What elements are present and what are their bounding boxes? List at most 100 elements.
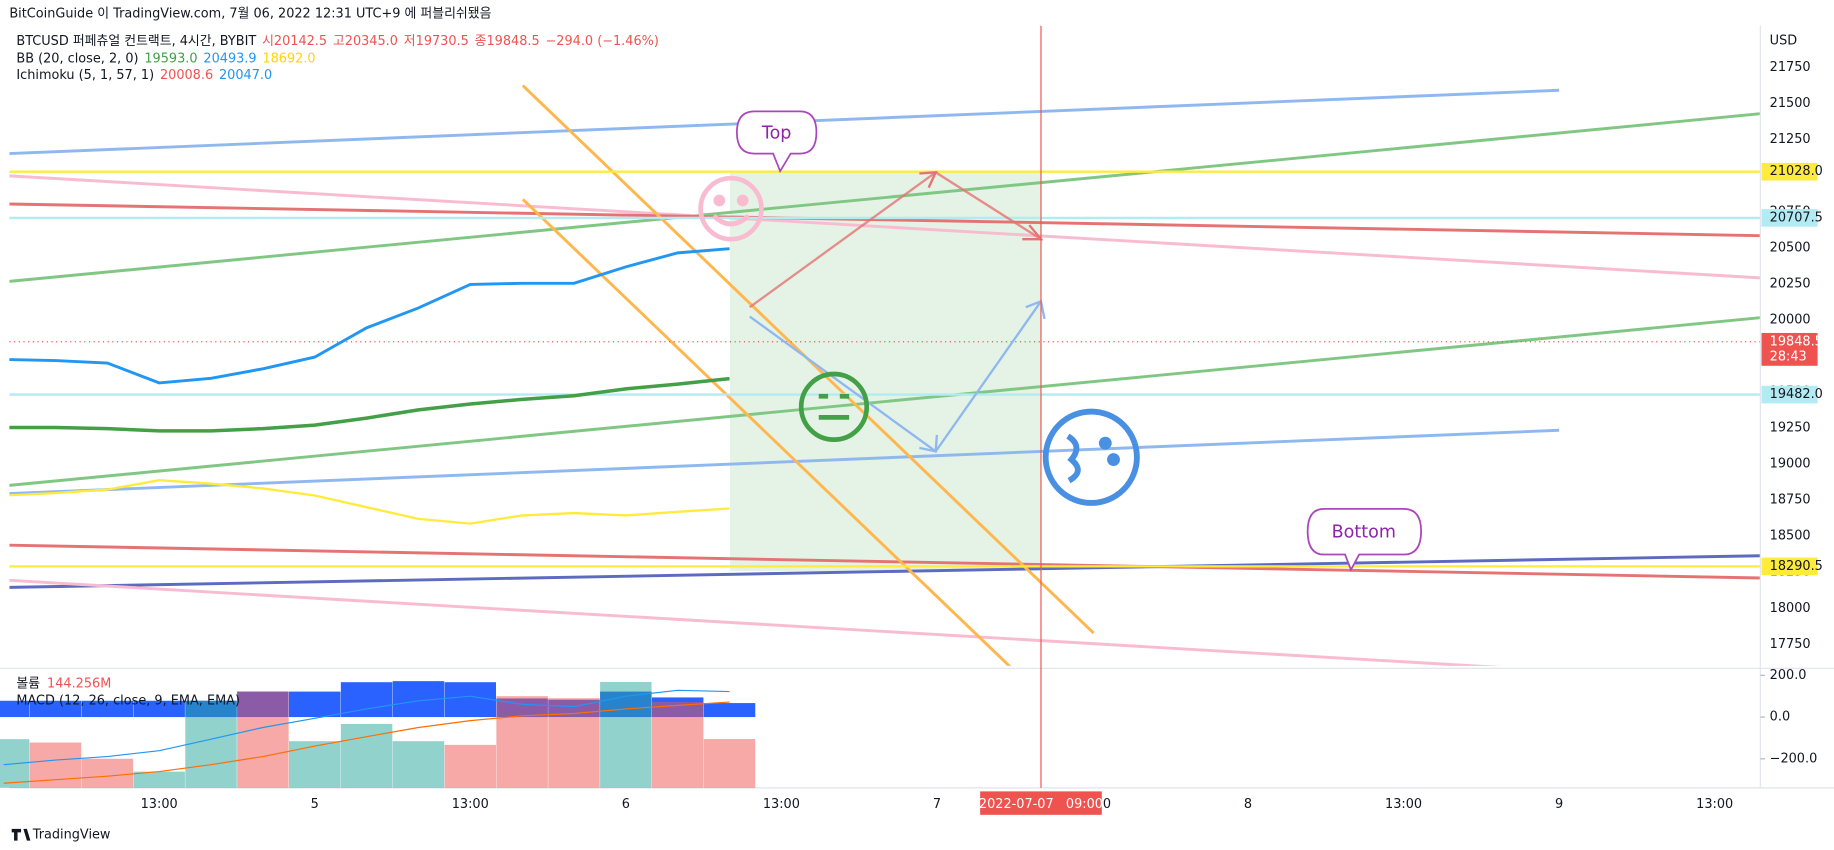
- price-label: 20707.5: [1770, 210, 1823, 225]
- volume-bar: [185, 700, 237, 788]
- trend-line: [9, 316, 1761, 487]
- published-line: BitCoinGuide 이 TradingView.com, 7월 06, 2…: [9, 7, 491, 22]
- x-tick-label: 13:00: [763, 797, 800, 812]
- volume-legend: 볼륨 144.256M: [16, 676, 111, 691]
- x-tick-label: 9: [1555, 797, 1563, 812]
- trend-line: [9, 554, 1761, 589]
- volume-bar: [133, 771, 185, 788]
- trend-line: [9, 428, 1560, 496]
- legend-row: BTCUSD 퍼페츄얼 컨트랙트, 4시간, BYBIT 시20142.5 고203…: [16, 34, 659, 49]
- volume-bar: [600, 681, 652, 788]
- x-tick-label: 8: [1244, 797, 1252, 812]
- overlay: Top Bottom: [698, 110, 1422, 572]
- x-tick-label: 7: [933, 797, 941, 812]
- macd-histogram-bar: [0, 700, 30, 718]
- symbol: BTCUSD 퍼페츄얼 컨트랙트, 4시간, BYBIT: [16, 34, 256, 49]
- lower-pane: 200.0 0.0 −200.0 볼륨 144.256M MACD (12, 26, cl…: [0, 668, 1817, 788]
- indicator-line: [9, 376, 730, 433]
- indicator-value: 19593.0: [144, 51, 197, 66]
- arrow-head: [919, 171, 938, 189]
- legend: BTCUSD 퍼페츄얼 컨트랙트, 4시간, BYBIT 시20142.5 고203…: [16, 34, 659, 83]
- volume-bar: [81, 758, 134, 788]
- last-price-box: [1761, 332, 1818, 366]
- macd-histogram-bar: [29, 700, 82, 718]
- price-label-box: [1761, 385, 1818, 404]
- series: [9, 247, 730, 525]
- volume-bar: [237, 691, 289, 788]
- ohlc-value: 시20142.5: [262, 34, 327, 49]
- signal-line: [3, 701, 730, 784]
- volume-bar: [496, 696, 548, 788]
- y-tick-label: 19000: [1770, 457, 1811, 472]
- bottom-callout: Bottom: [1306, 507, 1422, 572]
- price-label-box: [1761, 209, 1818, 227]
- range-box: [729, 172, 1041, 571]
- legend-row: BB (20, close, 2, 0) 19593.0 20493.9 18692.…: [16, 51, 315, 66]
- x-tick-label: 13:00: [1696, 797, 1733, 812]
- y-tick-label: 21500: [1770, 96, 1811, 111]
- y-tick-label: 20000: [1770, 312, 1811, 327]
- x-tick-label: 13:00: [141, 797, 178, 812]
- macd-histogram-bar: [703, 703, 756, 718]
- volume-bar: [444, 744, 497, 788]
- x-tick-label: 5: [311, 797, 319, 812]
- macd-legend: MACD (12, 26, close, 9, EMA, EMA): [16, 694, 240, 709]
- annotation: Bottom: [1332, 522, 1396, 542]
- indicator-value: 20047.0: [219, 68, 272, 83]
- legend-row: Ichimoku (5, 1, 57, 1) 20008.6 20047.0: [16, 68, 272, 83]
- y-tick-label: 18500: [1770, 529, 1811, 544]
- price-label: 21028.0: [1770, 164, 1823, 179]
- trend-line: [9, 202, 1761, 238]
- axis-unit: USD: [1770, 34, 1798, 49]
- price-label: 19482.0: [1770, 387, 1823, 402]
- macd-histogram-bar: [133, 700, 185, 718]
- crosshair-label-box: [980, 791, 1102, 815]
- price-label: 18290.5: [1770, 559, 1823, 574]
- arrow-head: [919, 434, 939, 453]
- indicator-name: Ichimoku (5, 1, 57, 1): [16, 68, 154, 83]
- y-tick-label: 17750: [1770, 637, 1811, 652]
- indicator-name: BB (20, close, 2, 0): [16, 51, 138, 66]
- countdown-label: 28:43: [1770, 349, 1807, 364]
- top-callout: Top: [735, 110, 818, 174]
- indicator-value: 20008.6: [160, 68, 213, 83]
- y-tick-label: 20500: [1770, 240, 1811, 255]
- macd-line: [3, 689, 730, 766]
- crosshair-label: 2022-07-07 09:00: [979, 797, 1103, 812]
- y-tick-label: 18750: [1770, 493, 1811, 508]
- volume-value: 144.256M: [47, 676, 111, 691]
- indicator-line: [9, 247, 730, 385]
- indicator-value: 20493.9: [203, 51, 256, 66]
- neutral-face: [798, 371, 870, 442]
- macd-histogram-bar: [81, 700, 134, 718]
- trend-line: [9, 578, 1500, 666]
- macd-histogram-bar: [288, 691, 341, 718]
- macd-tick-label: 200.0: [1770, 668, 1807, 683]
- ohlc-value: 저19730.5: [404, 34, 469, 49]
- ohlc-value: −294.0 (−1.46%): [546, 34, 659, 49]
- macd-histogram-bar: [340, 682, 393, 718]
- volume-bar: [288, 741, 341, 788]
- x-tick-label: 13:00: [1385, 797, 1422, 812]
- indicator-value: 18692.0: [262, 51, 315, 66]
- last-price-label: 19848.5: [1770, 334, 1823, 349]
- x-tick-label: 13:00: [452, 797, 489, 812]
- price-label-box: [1761, 557, 1818, 576]
- price-lines: [9, 170, 1761, 568]
- confused-face: [1042, 408, 1140, 506]
- macd-tick-label: 0.0: [1770, 710, 1790, 725]
- y-tick-label: 19250: [1770, 421, 1811, 436]
- ohlc: 시20142.5 고20345.0 저19730.5 종19848.5 −294.0 (…: [262, 34, 659, 49]
- macd-histogram-bar: [444, 682, 497, 718]
- ohlc-value: 고20345.0: [333, 34, 398, 49]
- volume-bar: [340, 723, 393, 788]
- annotation: Top: [761, 124, 792, 144]
- x-tick-label: 6: [622, 797, 630, 812]
- trend-line: [521, 198, 1012, 666]
- trend-line: [9, 112, 1761, 283]
- volume-bar: [392, 741, 445, 788]
- trend-line: [9, 174, 1761, 280]
- volume-bar: [703, 739, 756, 788]
